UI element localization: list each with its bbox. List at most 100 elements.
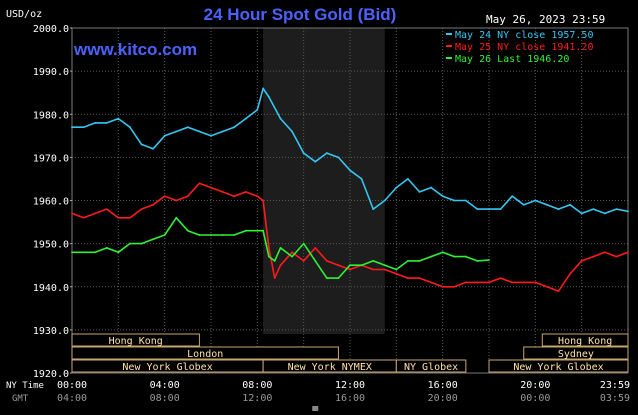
data-point [627, 251, 629, 254]
data-point [244, 229, 247, 232]
grid-group [71, 27, 629, 374]
ny-time-tick: 08:00 [242, 380, 272, 391]
gmt-tick: 03:59 [600, 393, 630, 404]
data-point [395, 268, 398, 271]
data-point [175, 199, 178, 202]
data-point [580, 212, 583, 215]
y-tick-label: 1950.0 [33, 240, 69, 251]
data-point [453, 285, 456, 288]
data-point [244, 117, 247, 120]
session-bar [71, 346, 339, 360]
data-point [129, 126, 131, 129]
data-point [511, 281, 514, 284]
ny-time-tick: 23:59 [600, 380, 630, 391]
data-point [129, 216, 131, 219]
data-point [383, 199, 386, 202]
legend-label: May 26 Last 1946.20 [455, 54, 569, 65]
data-point [140, 242, 143, 245]
data-point [262, 87, 265, 90]
session-bar [71, 333, 200, 347]
data-point [140, 143, 143, 146]
data-point [325, 277, 328, 280]
data-point [256, 109, 259, 111]
data-point [476, 281, 479, 284]
data-point [163, 234, 166, 236]
data-point [117, 251, 120, 254]
session-label: New York Globex [122, 362, 212, 373]
data-point [105, 208, 108, 211]
data-point [592, 208, 595, 211]
data-point [372, 208, 375, 211]
gmt-tick: 04:00 [57, 393, 87, 404]
data-point [430, 255, 432, 258]
data-point [210, 134, 212, 137]
ny-time-tick: 16:00 [428, 380, 458, 391]
sessions-group: Hong Kong London New York Globex New York N… [71, 333, 629, 373]
data-point [325, 152, 328, 154]
data-point [117, 216, 120, 219]
session-label: Hong Kong [558, 336, 612, 347]
data-point [407, 178, 409, 180]
data-point [522, 281, 525, 284]
y-tick-label: 2000.0 [33, 24, 69, 35]
data-point [360, 264, 363, 267]
data-point [407, 259, 409, 262]
data-point [198, 234, 201, 236]
data-point [325, 259, 328, 262]
data-point [627, 210, 629, 213]
chart-title: 24 Hour Spot Gold (Bid) [204, 5, 397, 24]
gmt-tick: 20:00 [428, 393, 458, 404]
data-point [453, 255, 456, 258]
data-point [221, 190, 224, 193]
data-point [476, 208, 479, 211]
data-point [337, 277, 340, 280]
data-point [186, 229, 189, 232]
data-point [418, 190, 421, 193]
unit-label: USD/oz [6, 9, 42, 20]
y-tick-label: 1980.0 [33, 110, 69, 121]
y-tick-label: 1940.0 [33, 283, 69, 294]
y-tick-label: 1930.0 [33, 326, 69, 337]
data-point [603, 251, 606, 254]
data-point [395, 186, 398, 189]
data-point [441, 195, 444, 198]
data-point [129, 242, 131, 245]
data-point [273, 277, 276, 280]
data-point [441, 285, 444, 288]
data-point [302, 242, 305, 245]
data-point [337, 264, 340, 267]
series-group [71, 87, 629, 292]
data-point [453, 199, 456, 202]
gmt-tick: 00:00 [520, 393, 550, 404]
data-point [268, 96, 270, 98]
data-point [94, 251, 97, 254]
site-link[interactable]: www.kitco.com [73, 40, 197, 59]
timestamp: May 26, 2023 23:59 [486, 13, 605, 26]
data-point [546, 285, 548, 288]
data-point [569, 203, 571, 206]
data-point [233, 126, 236, 129]
scroll-marker [312, 406, 319, 411]
data-point [476, 259, 479, 262]
gmt-tick: 08:00 [150, 393, 180, 404]
data-point [430, 186, 432, 189]
data-point [291, 255, 293, 258]
data-point [418, 259, 421, 262]
session-label: Hong Kong [109, 336, 163, 347]
data-point [262, 199, 265, 202]
data-point [534, 281, 537, 284]
data-point [488, 259, 490, 261]
session-bar [541, 333, 629, 347]
gmt-tick: 16:00 [335, 393, 365, 404]
data-point [186, 195, 189, 198]
data-point [186, 126, 189, 129]
data-point [569, 272, 571, 275]
data-point [152, 147, 154, 150]
data-point [546, 203, 548, 206]
data-point [233, 195, 236, 198]
data-point [221, 234, 224, 236]
data-point [499, 208, 502, 211]
data-point [395, 272, 398, 275]
session-label: London [187, 349, 223, 360]
data-point [163, 195, 166, 198]
